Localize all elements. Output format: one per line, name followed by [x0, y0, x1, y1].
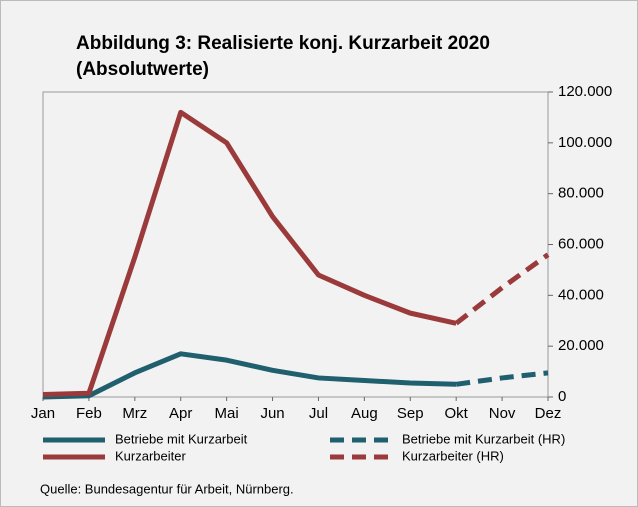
x-tick-label: Jun: [260, 405, 284, 422]
x-tick-label: Dez: [535, 405, 562, 422]
x-tick-label: Mai: [215, 405, 239, 422]
x-tick-label: Mrz: [122, 405, 147, 422]
x-tick-label: Jan: [31, 405, 55, 422]
chart-title: Abbildung 3: Realisierte konj. Kurzarbei…: [76, 33, 490, 54]
legend-label: Kurzarbeiter: [115, 448, 186, 463]
legend-label: Betriebe mit Kurzarbeit (HR): [402, 431, 565, 446]
line: [42, 351, 457, 400]
legend-label: Betriebe mit Kurzarbeit: [115, 431, 248, 446]
x-tick-label: Aug: [351, 405, 378, 422]
y-tick-label: 80.000: [558, 185, 604, 202]
line: [42, 109, 457, 397]
x-tick-label: Jul: [309, 405, 328, 422]
y-tick-label: 120.000: [558, 83, 612, 100]
x-tick-label: Feb: [76, 405, 102, 422]
y-tick-label: 20.000: [558, 337, 604, 354]
y-tick-label: 40.000: [558, 286, 604, 303]
chart-title: (Absolutwerte): [76, 59, 209, 80]
x-tick-label: Sep: [397, 405, 424, 422]
x-tick-label: Okt: [445, 405, 469, 422]
source: Quelle: Bundesagentur für Arbeit, Nürnbe…: [40, 481, 294, 496]
y-tick-label: 100.000: [558, 134, 612, 151]
x-tick-label: Nov: [489, 405, 516, 422]
line: [455, 370, 549, 387]
y-tick-label: 60.000: [558, 235, 604, 252]
x-tick-label: Apr: [169, 405, 192, 422]
legend-label: Kurzarbeiter (HR): [402, 448, 504, 463]
line: [454, 252, 550, 326]
y-tick-label: 0: [558, 388, 566, 405]
